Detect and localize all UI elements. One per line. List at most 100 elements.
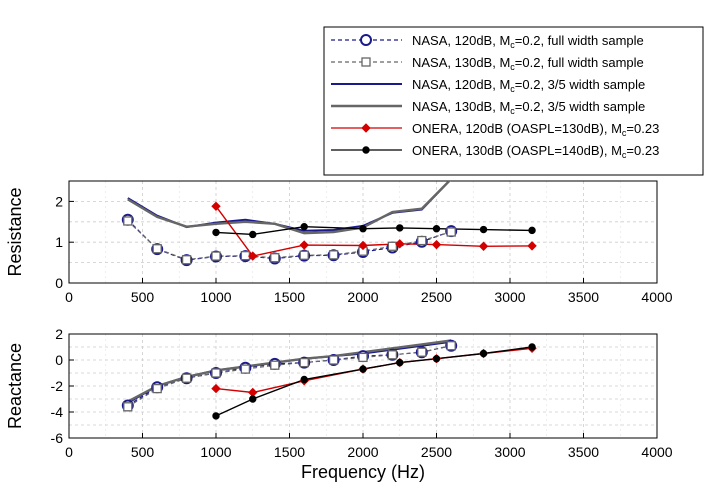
series-6-point <box>359 365 367 373</box>
x-tick-label: 1000 <box>200 289 231 305</box>
series-2-point <box>417 347 427 357</box>
legend-label-subscript: c <box>510 106 515 116</box>
series-line-5 <box>215 205 533 257</box>
series-2-point <box>211 251 221 261</box>
x-tick-label: 2500 <box>421 289 452 305</box>
series-5-point <box>248 251 258 261</box>
x-tick-label: 3000 <box>494 289 525 305</box>
legend-label-main: NASA, 120dB, M <box>412 33 510 48</box>
legend-label-subscript: c <box>510 84 515 94</box>
y-tick-label: -6 <box>51 430 64 446</box>
series-5-point <box>527 241 537 251</box>
legend-label-main: ONERA, 120dB (OASPL=130dB), M <box>412 121 622 136</box>
series-6-point <box>528 226 536 235</box>
series-5-point <box>478 241 489 251</box>
series-6-point <box>300 375 308 384</box>
legend-label-main: NASA, 120dB, M <box>412 77 510 92</box>
series-6-point <box>479 349 488 358</box>
series-5-point <box>395 239 405 249</box>
x-tick-label: 1500 <box>274 289 305 305</box>
series-2-point <box>123 402 133 412</box>
series-2-point <box>211 368 221 378</box>
y-tick-label: 2 <box>55 193 63 209</box>
series-6-point <box>212 228 220 237</box>
x-tick-label: 3500 <box>568 289 599 305</box>
series-2-point <box>328 355 339 365</box>
reactance-panel: 0 500 1000 1500 2000 2500 3000 3500 4000 -6 -4 -2 0 2… <box>5 326 673 482</box>
series-6-point <box>359 225 367 233</box>
legend-marker-1 <box>360 34 372 46</box>
x-tick-label: 500 <box>131 289 155 305</box>
y-tick-label: 2 <box>55 326 63 342</box>
series-line-1 <box>127 345 452 407</box>
series-6-point <box>212 412 220 420</box>
legend-label-5: ONERA, 120dB (OASPL=130dB), Mc=0.23 <box>412 121 659 138</box>
y-tick-label: 0 <box>55 352 63 368</box>
series-2-point <box>358 352 368 363</box>
legend-label-3: NASA, 120dB, Mc=0.2, 3/5 width sample <box>412 77 645 94</box>
x-tick-label: 2500 <box>421 444 452 460</box>
y-tick-label: 1 <box>55 234 63 250</box>
legend-marker-5 <box>361 123 371 133</box>
legend-label-main: NASA, 130dB, M <box>412 99 510 114</box>
series-6-point <box>249 395 257 403</box>
x-tick-label: 3000 <box>494 444 525 460</box>
legend-label-main: NASA, 130dB, M <box>412 55 510 70</box>
x-tick-label: 2000 <box>347 444 378 460</box>
series-2-point <box>446 341 456 351</box>
y-axis-label: Reactance <box>5 343 25 429</box>
series-5-point <box>211 383 221 394</box>
series-5-point <box>431 239 442 250</box>
legend: NASA, 120dB, Mc=0.2, full width sampleNA… <box>323 26 704 176</box>
series-line-6 <box>215 346 533 417</box>
series-2-point <box>417 235 427 246</box>
y-tick-label: 0 <box>55 275 63 291</box>
series-6-point <box>432 355 441 363</box>
series-5-point <box>358 240 368 251</box>
legend-label-subscript: c <box>510 40 515 50</box>
legend-label-main: ONERA, 130dB (OASPL=140dB), M <box>412 143 622 158</box>
x-tick-label: 1500 <box>274 444 305 460</box>
series-2-point <box>446 227 456 237</box>
y-axis-label: Resistance <box>5 187 25 276</box>
legend-marker-6 <box>362 146 370 154</box>
series-2-point <box>299 357 309 368</box>
legend-label-subscript: c <box>510 62 515 72</box>
legend-label-tail: =0.2, 3/5 width sample <box>515 77 645 92</box>
legend-label-tail: =0.2, full width sample <box>515 55 644 70</box>
legend-label-4: NASA, 130dB, Mc=0.2, 3/5 width sample <box>412 99 645 116</box>
legend-label-tail: =0.2, 3/5 width sample <box>515 99 645 114</box>
x-tick-label: 1000 <box>200 444 231 460</box>
legend-label-2: NASA, 130dB, Mc=0.2, full width sample <box>412 55 644 72</box>
series-2-point <box>328 250 339 260</box>
series-2-point <box>181 255 192 265</box>
legend-label-subscript: c <box>622 128 627 138</box>
series-6-point <box>249 230 257 239</box>
legend-marker-2 <box>361 57 371 67</box>
y-tick-label: -4 <box>51 404 64 420</box>
legend-label-6: ONERA, 130dB (OASPL=140dB), Mc=0.23 <box>412 143 659 160</box>
series-5-point <box>299 240 309 250</box>
series-2-point <box>181 373 192 383</box>
legend-label-1: NASA, 120dB, Mc=0.2, full width sample <box>412 33 644 50</box>
series-6-point <box>396 358 404 367</box>
series-2-point <box>270 253 280 263</box>
series-6-point <box>432 225 441 233</box>
legend-label-tail: =0.23 <box>626 143 659 158</box>
x-tick-label: 4000 <box>641 444 672 460</box>
x-tick-label: 3500 <box>568 444 599 460</box>
series-line-2 <box>127 345 452 408</box>
series-2-point <box>123 216 133 226</box>
legend-label-tail: =0.23 <box>626 121 659 136</box>
series-2-point <box>152 383 162 394</box>
series-6-point <box>300 222 308 231</box>
x-tick-label: 500 <box>131 444 155 460</box>
series-2-point <box>240 251 251 261</box>
series-2-point <box>387 241 398 251</box>
series-2-point <box>152 244 162 254</box>
series-6-point <box>479 225 488 234</box>
legend-label-subscript: c <box>622 150 627 160</box>
series-line-6 <box>215 225 533 236</box>
series-2-point <box>299 250 309 260</box>
